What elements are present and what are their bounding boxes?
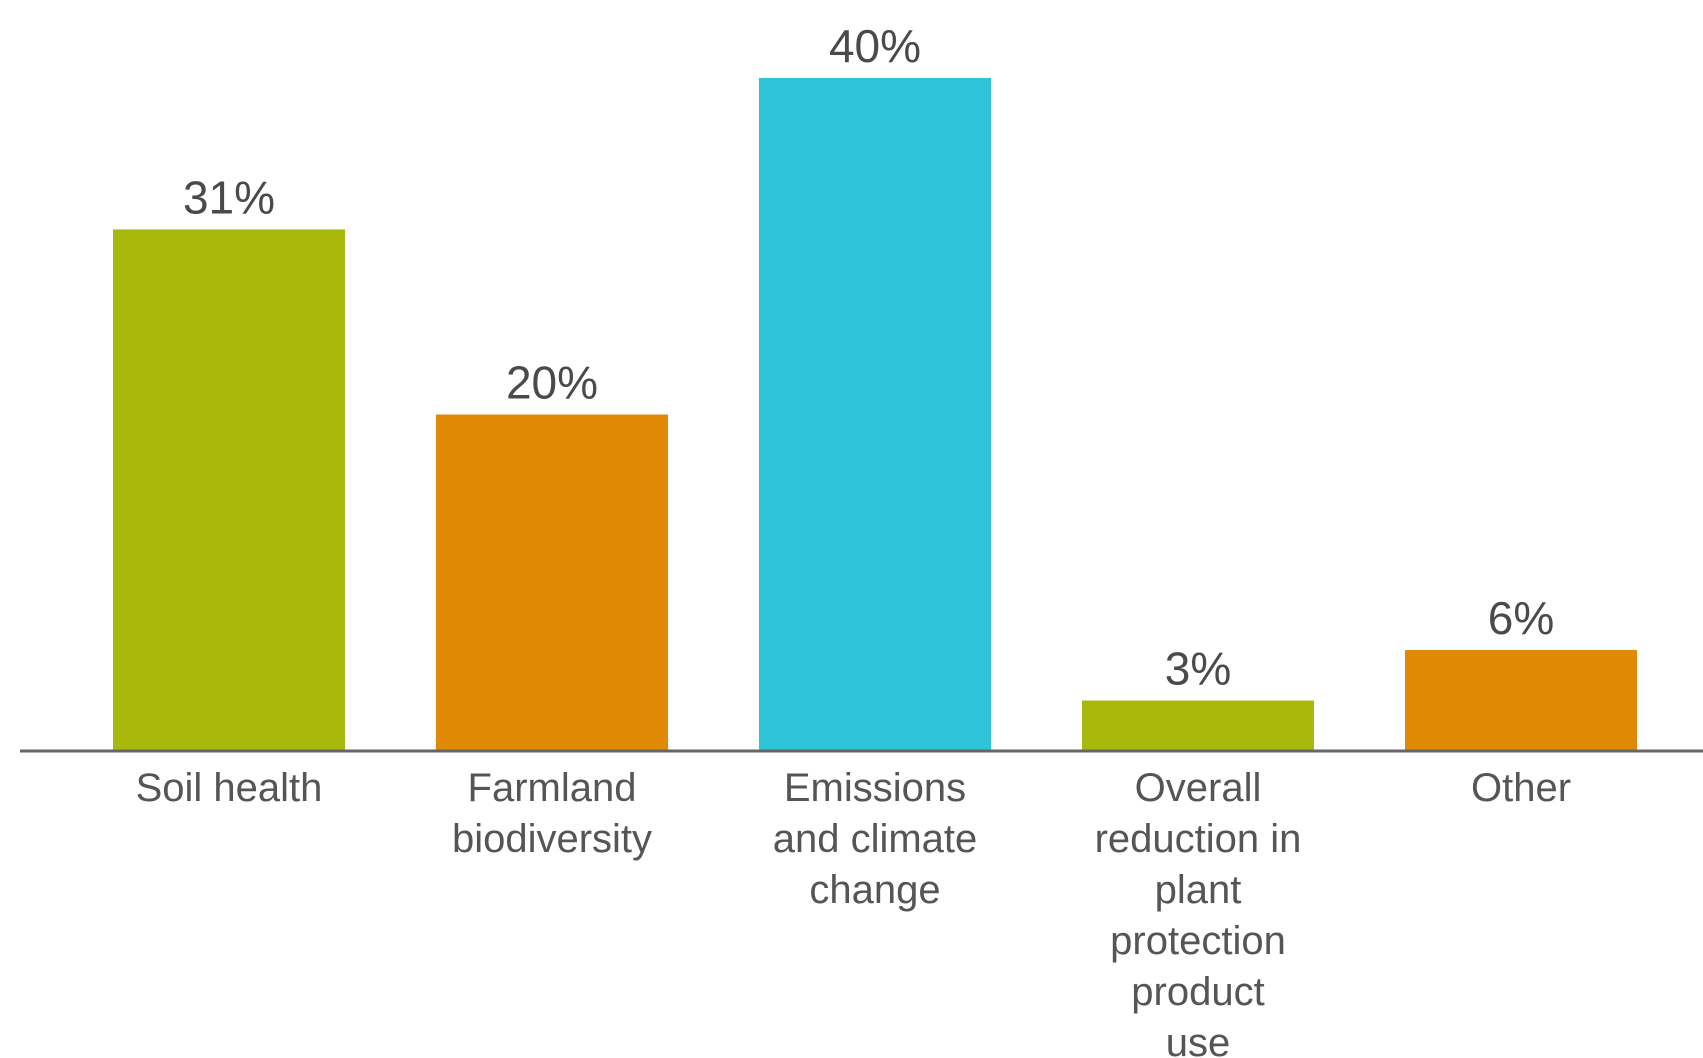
category-label-2-line-1: and climate <box>773 817 978 861</box>
category-label-1-line-1: biodiversity <box>452 817 652 861</box>
category-label-4: Other <box>1471 766 1571 810</box>
bar-1 <box>436 414 668 751</box>
bar-0 <box>113 229 345 752</box>
category-label-0-line-0: Soil health <box>136 766 323 810</box>
category-label-2-line-0: Emissions <box>784 766 966 810</box>
category-label-0: Soil health <box>136 766 323 810</box>
category-label-3-line-5: use <box>1166 1021 1231 1058</box>
category-label-3: Overall reduction in plant protection produc… <box>1095 766 1302 1058</box>
bar-2 <box>759 78 991 751</box>
category-label-2-line-2: change <box>809 868 940 912</box>
category-label-3-line-0: Overall <box>1135 766 1262 810</box>
category-label-3-line-1: reduction in <box>1095 817 1302 861</box>
value-label-2: 40% <box>829 20 921 72</box>
bar-4 <box>1405 650 1637 751</box>
category-label-1-line-0: Farmland <box>468 766 637 810</box>
category-label-4-line-0: Other <box>1471 766 1571 810</box>
category-label-3-line-3: protection <box>1110 919 1286 963</box>
value-label-1: 20% <box>506 357 598 409</box>
bars-layer <box>113 78 1637 752</box>
value-label-3: 3% <box>1165 643 1231 695</box>
value-label-0: 31% <box>183 171 275 223</box>
category-labels-layer: Soil health Farmland biodiversity Emissions… <box>136 766 1571 1058</box>
value-labels-layer: 31% 20% 40% 3% 6% <box>183 20 1554 695</box>
value-label-4: 6% <box>1488 592 1554 644</box>
category-label-3-line-2: plant <box>1155 868 1242 912</box>
bar-3 <box>1082 700 1314 751</box>
category-label-2: Emissions and climate change <box>773 766 978 912</box>
category-label-1: Farmland biodiversity <box>452 766 652 861</box>
category-label-3-line-4: product <box>1131 970 1264 1014</box>
